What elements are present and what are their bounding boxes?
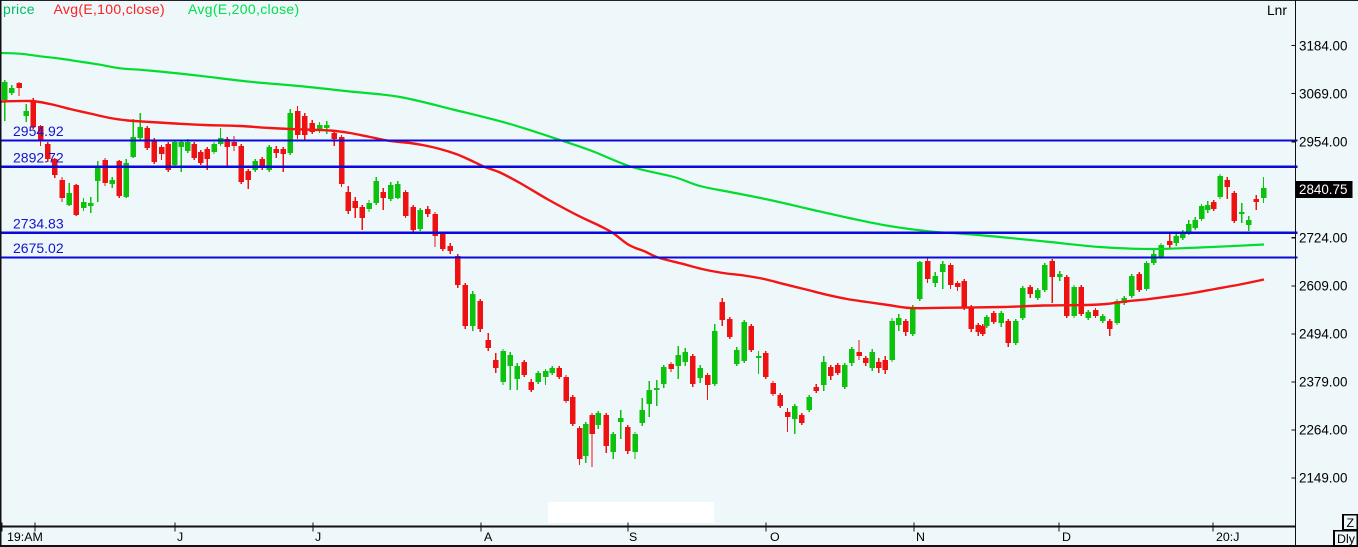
- svg-text:A: A: [484, 530, 493, 544]
- svg-text:Dly: Dly: [1337, 532, 1356, 546]
- svg-text:2954.92: 2954.92: [13, 123, 64, 139]
- svg-text:2892.72: 2892.72: [13, 150, 64, 166]
- svg-text:2494.00: 2494.00: [1299, 327, 1347, 342]
- svg-text:Avg(E,200,close): Avg(E,200,close): [188, 1, 299, 17]
- svg-text:Lnr: Lnr: [1267, 3, 1287, 18]
- svg-text:2734.83: 2734.83: [13, 215, 64, 231]
- svg-text:19:AM: 19:AM: [7, 530, 43, 544]
- svg-text:2609.00: 2609.00: [1299, 279, 1347, 294]
- svg-text:J: J: [315, 530, 321, 544]
- svg-text:2724.00: 2724.00: [1299, 231, 1347, 246]
- svg-text:price: price: [3, 1, 35, 17]
- svg-text:Avg(E,100,close): Avg(E,100,close): [54, 1, 165, 17]
- svg-text:2379.00: 2379.00: [1299, 375, 1347, 390]
- svg-text:2840.75: 2840.75: [1299, 182, 1347, 197]
- svg-text:3069.00: 3069.00: [1299, 86, 1347, 101]
- svg-text:2264.00: 2264.00: [1299, 423, 1347, 438]
- svg-text:D: D: [1062, 530, 1071, 544]
- svg-text:2675.02: 2675.02: [13, 240, 64, 256]
- svg-text:O: O: [770, 530, 780, 544]
- svg-text:20:J: 20:J: [1216, 530, 1239, 544]
- svg-text:Z: Z: [1347, 516, 1355, 530]
- svg-text:S: S: [629, 530, 637, 544]
- svg-text:2149.00: 2149.00: [1299, 471, 1347, 486]
- svg-text:J: J: [177, 530, 183, 544]
- svg-text:2954.00: 2954.00: [1299, 134, 1347, 149]
- svg-text:N: N: [916, 530, 925, 544]
- svg-text:3184.00: 3184.00: [1299, 38, 1347, 53]
